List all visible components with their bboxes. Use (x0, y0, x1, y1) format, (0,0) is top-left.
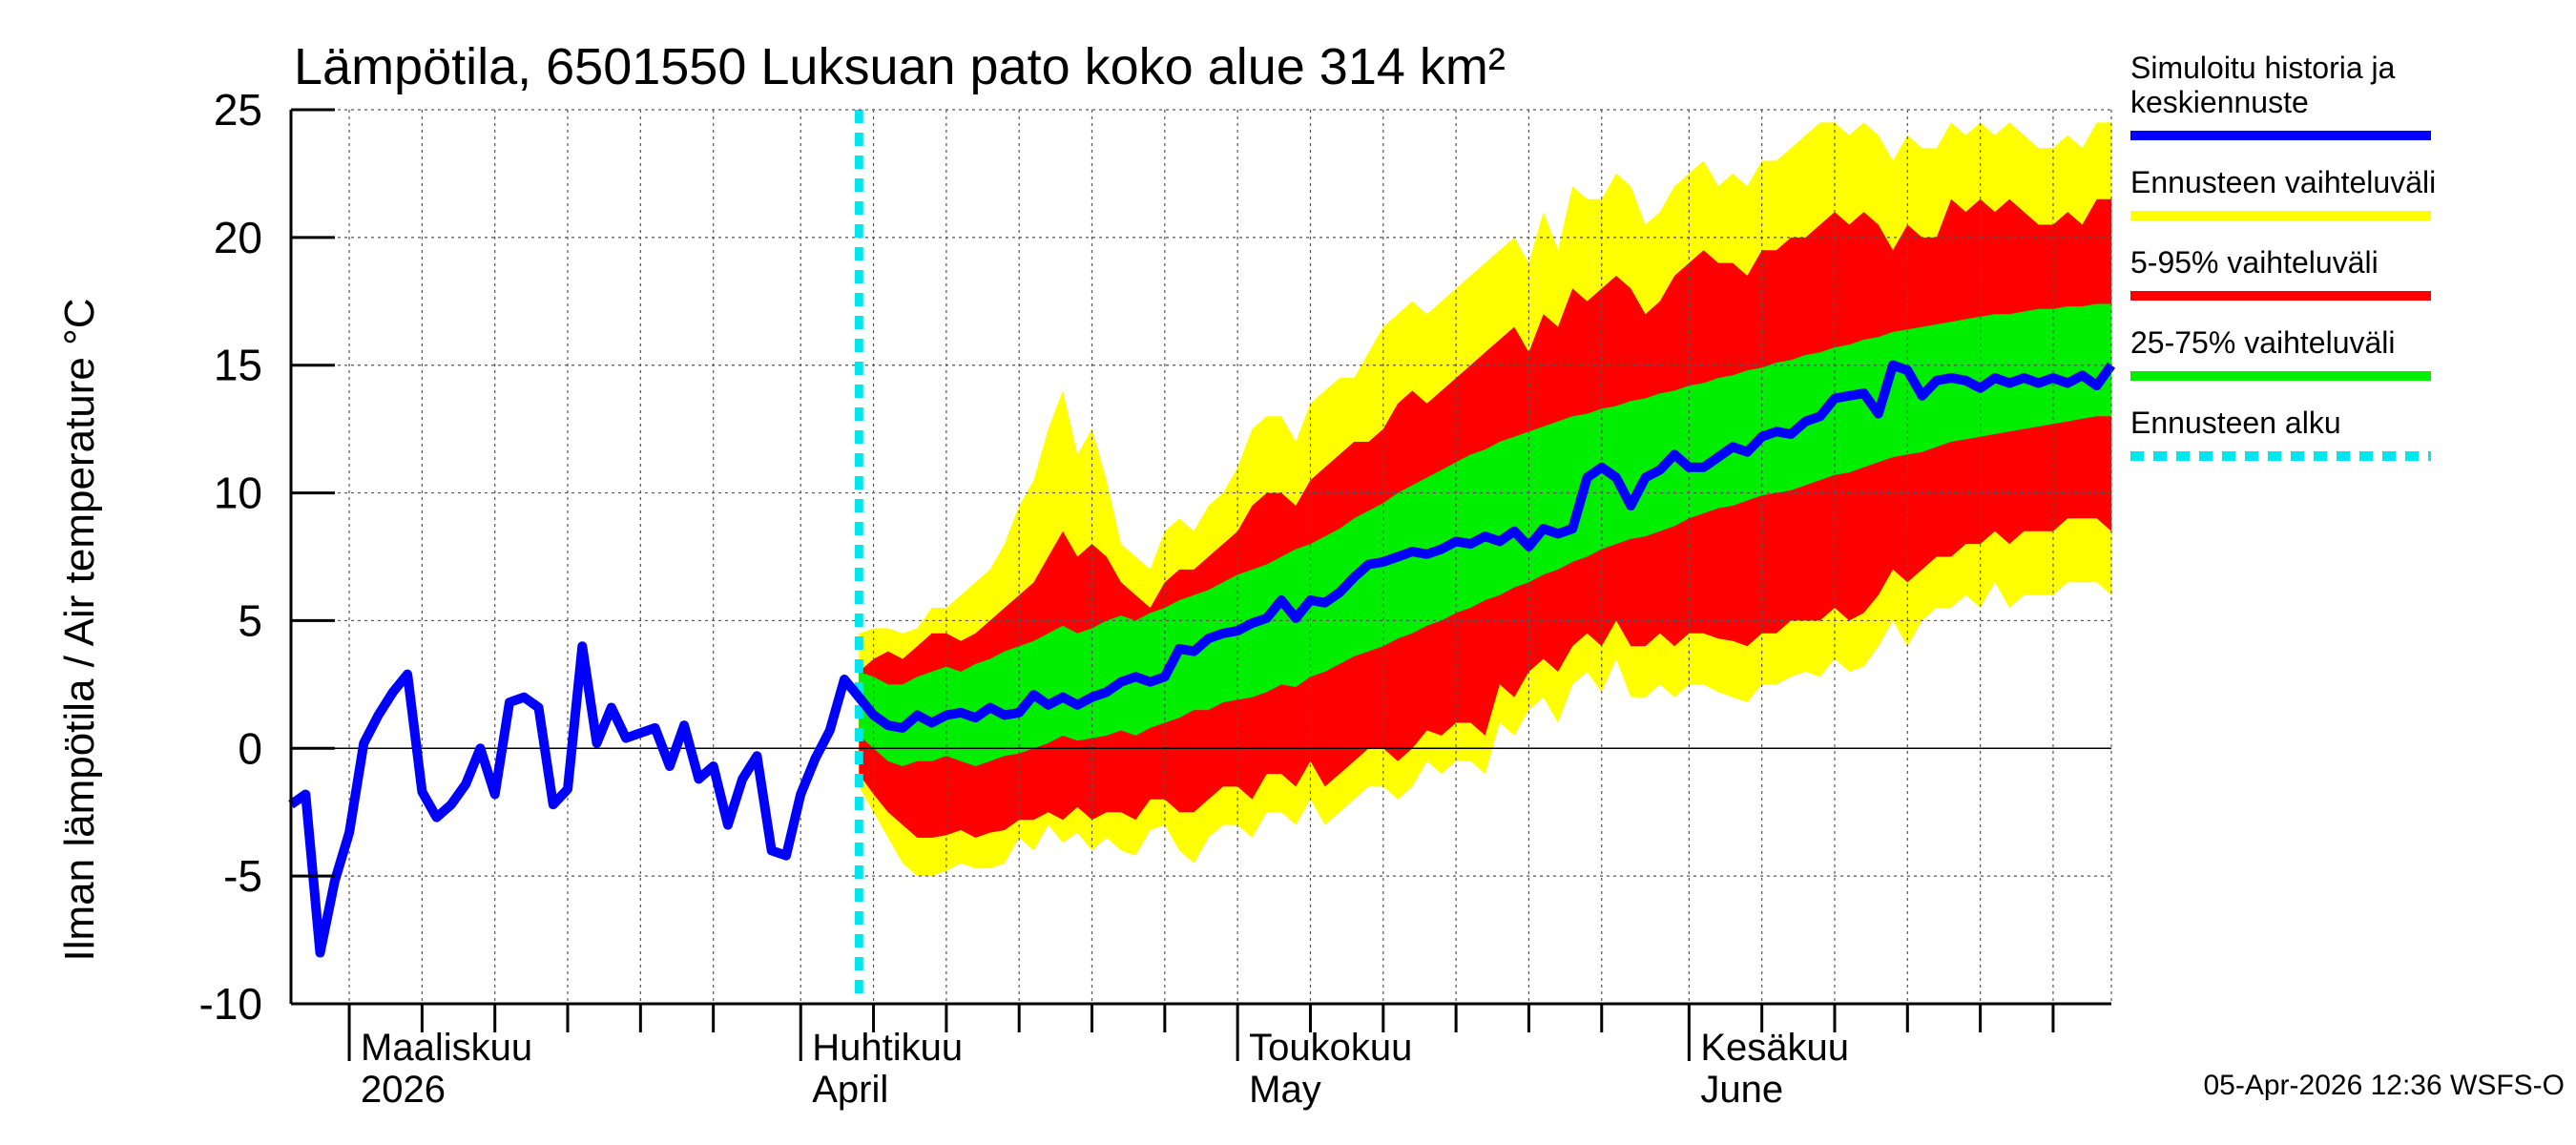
series-line-1 (288, 360, 2116, 958)
legend-label: Simuloitu historia ja (2130, 51, 2396, 85)
y-tick-label: -5 (223, 851, 262, 901)
legend-label: Ennusteen alku (2130, 406, 2341, 440)
chart-title: Lämpötila, 6501550 Luksuan pato koko alu… (294, 38, 1506, 95)
legend-label: keskiennuste (2130, 85, 2309, 119)
legend-label: Ennusteen vaihteluväli (2130, 165, 2436, 199)
y-tick-label: 20 (214, 213, 262, 262)
x-month-label: Maaliskuu (361, 1027, 532, 1069)
x-month-sublabel: 2026 (361, 1069, 446, 1111)
y-tick-label: 5 (238, 595, 262, 645)
y-tick-label: 15 (214, 341, 262, 390)
y-axis: -10 -5 0 5 10 15 20 25 (199, 85, 335, 1029)
legend-label: 5-95% vaihteluväli (2130, 245, 2379, 280)
x-month-label: Toukokuu (1249, 1027, 1412, 1069)
footer-timestamp: 05-Apr-2026 12:36 WSFS-O (2203, 1070, 2565, 1101)
y-tick-label: 0 (238, 723, 262, 773)
x-month-label: Kesäkuu (1700, 1027, 1849, 1069)
x-month-sublabel: May (1249, 1069, 1321, 1111)
x-month-label: Huhtikuu (812, 1027, 963, 1069)
y-tick-label: 10 (214, 468, 262, 518)
y-tick-label: 25 (214, 85, 262, 135)
legend-label: 25-75% vaihteluväli (2130, 325, 2396, 360)
y-axis-label: Ilman lämpötila / Air temperature °C (56, 299, 103, 962)
x-month-sublabel: April (812, 1069, 888, 1111)
x-month-sublabel: June (1700, 1069, 1783, 1111)
y-tick-label: -10 (199, 979, 262, 1029)
plot-area (288, 109, 2116, 1004)
